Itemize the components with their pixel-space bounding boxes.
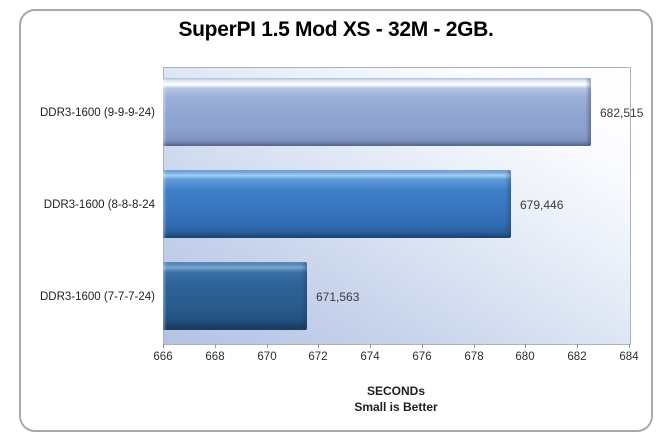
x-axis-caption: SECONDs Small is Better [163, 383, 629, 415]
x-axis-tick-label: 680 [515, 351, 535, 363]
category-label: DDR3-1600 (8-8-8-24 [43, 199, 155, 211]
chart-title: SuperPI 1.5 Mod XS - 32M - 2GB. [178, 18, 494, 41]
x-axis-tick-label: 682 [567, 351, 587, 363]
x-axis-tick [629, 344, 630, 348]
x-axis-tick [370, 344, 371, 348]
x-axis-tick [474, 344, 475, 348]
x-axis-tick [215, 344, 216, 348]
x-axis-tick-label: 674 [360, 351, 380, 363]
x-axis-tick-label: 678 [464, 351, 484, 363]
x-axis-tick [422, 344, 423, 348]
category-label: DDR3-1600 (7-7-7-24) [39, 291, 155, 303]
x-axis-tick [163, 344, 164, 348]
x-axis-tick [267, 344, 268, 348]
x-axis-tick-label: 668 [205, 351, 225, 363]
x-axis-tick [318, 344, 319, 348]
x-axis-tick [577, 344, 578, 348]
category-label: DDR3-1600 (9-9-9-24) [39, 107, 155, 119]
bar [163, 78, 591, 146]
x-axis-tick [525, 344, 526, 348]
bar [163, 262, 307, 330]
x-axis-label: SECONDs [366, 384, 425, 398]
bar [163, 170, 511, 238]
x-axis-tick-label: 666 [153, 351, 173, 363]
value-label: 679,446 [520, 198, 564, 212]
value-label: 671,563 [316, 290, 360, 304]
value-label: 682,515 [600, 106, 644, 120]
x-axis-tick-label: 684 [619, 351, 639, 363]
x-axis-tick-label: 670 [257, 351, 277, 363]
x-axis-tick-label: 676 [412, 351, 432, 363]
x-axis-tick-label: 672 [308, 351, 328, 363]
x-axis-sublabel: Small is Better [354, 400, 438, 414]
